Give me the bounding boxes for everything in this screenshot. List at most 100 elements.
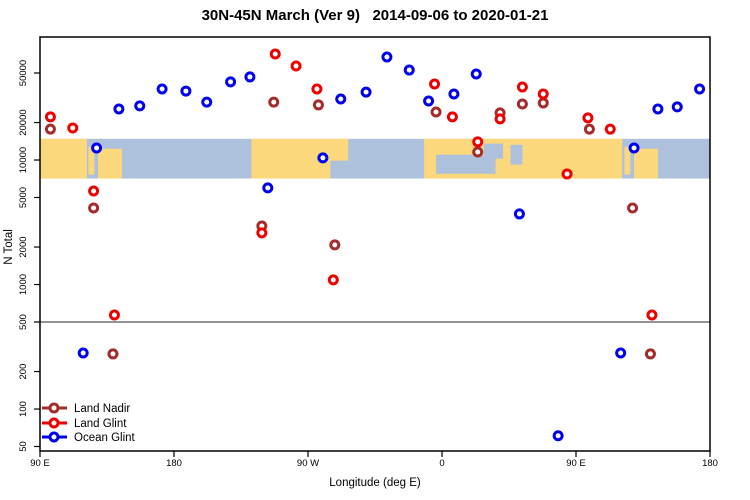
data-point-ocean-glint <box>628 142 640 154</box>
data-point-land-glint <box>67 122 79 134</box>
legend-label: Ocean Glint <box>74 432 136 444</box>
data-point-ocean-glint <box>134 100 146 112</box>
data-point-ocean-glint <box>77 347 89 359</box>
data-point-land-glint <box>429 78 441 90</box>
data-point-land-glint <box>516 81 528 93</box>
data-point-ocean-glint <box>513 208 525 220</box>
data-point-land-glint <box>327 274 339 286</box>
data-point-land-nadir <box>430 106 442 118</box>
x-tick-label: 90 W <box>297 458 319 469</box>
data-point-land-nadir <box>627 202 639 214</box>
data-point-ocean-glint <box>91 142 103 154</box>
data-point-land-glint <box>537 88 549 100</box>
y-tick-label: 200 <box>18 364 29 380</box>
map-land-segment <box>330 138 349 161</box>
page-title: 30N-45N March (Ver 9) 2014-09-06 to 2020… <box>202 7 549 24</box>
map-land-segment <box>88 146 95 175</box>
legend-label: Land Nadir <box>74 403 130 415</box>
axes-layer: 90 E 180 90 W 0 90 E 180 50 100 200 500 1000 2000 50… <box>18 36 718 469</box>
data-point-ocean-glint <box>552 430 564 442</box>
data-point-ocean-glint <box>381 51 393 63</box>
data-point-ocean-glint <box>156 83 168 95</box>
y-tick-label: 500 <box>18 314 29 330</box>
legend-marker-ring <box>48 431 60 443</box>
data-point-land-glint <box>582 112 594 124</box>
map-sea-patch <box>483 143 504 159</box>
data-point-ocean-glint <box>180 85 192 97</box>
map-sea-patch <box>510 144 523 165</box>
legend-item: Ocean Glint <box>42 431 136 444</box>
data-point-land-glint <box>494 113 506 125</box>
legend-item: Land Nadir <box>42 402 130 415</box>
data-point-ocean-glint <box>671 101 683 113</box>
data-point-land-glint <box>290 60 302 72</box>
data-point-land-glint <box>561 168 573 180</box>
data-point-land-glint <box>44 111 56 123</box>
y-tick-label: 50000 <box>18 60 29 86</box>
world-map-band <box>40 138 710 179</box>
data-point-land-glint <box>256 227 268 239</box>
x-tick-label: 180 <box>702 458 718 469</box>
data-point-land-glint <box>604 123 616 135</box>
data-point-ocean-glint <box>615 347 627 359</box>
x-tick-label: 90 E <box>30 458 50 469</box>
data-point-land-nadir <box>88 202 100 214</box>
x-axis-label: Longitude (deg E) <box>329 477 421 489</box>
data-point-land-nadir <box>583 123 595 135</box>
y-tick-label: 5000 <box>18 187 29 208</box>
data-point-ocean-glint <box>201 96 213 108</box>
data-point-land-nadir <box>312 99 324 111</box>
y-tick-label: 50 <box>18 441 29 452</box>
data-point-land-glint <box>446 111 458 123</box>
data-point-ocean-glint <box>403 64 415 76</box>
y-tick-label: 1000 <box>18 274 29 295</box>
map-land-segment <box>251 138 331 179</box>
legend-item: Land Glint <box>42 417 127 430</box>
x-tick-label: 180 <box>166 458 182 469</box>
y-tick-label: 10000 <box>18 147 29 173</box>
data-point-land-nadir <box>268 96 280 108</box>
data-point-ocean-glint <box>335 93 347 105</box>
data-points-layer <box>44 48 706 442</box>
x-tick-label: 0 <box>439 458 444 469</box>
data-point-land-nadir <box>107 348 119 360</box>
data-point-ocean-glint <box>652 103 664 115</box>
legend-label: Land Glint <box>74 418 127 430</box>
data-point-land-nadir <box>644 348 656 360</box>
data-point-ocean-glint <box>244 71 256 83</box>
data-point-land-glint <box>269 48 281 60</box>
data-point-ocean-glint <box>262 182 274 194</box>
data-point-ocean-glint <box>225 76 237 88</box>
data-point-land-glint <box>646 309 658 321</box>
data-point-land-glint <box>88 185 100 197</box>
map-sea-patch <box>436 154 496 174</box>
data-point-ocean-glint <box>470 68 482 80</box>
data-point-land-nadir <box>537 97 549 109</box>
legend-marker-ring <box>48 402 60 414</box>
legend-marker-ring <box>48 417 60 429</box>
y-axis-label: N Total <box>3 229 15 265</box>
plot-border <box>39 36 711 452</box>
data-point-land-nadir <box>44 123 56 135</box>
legend: Land Nadir Land Glint Ocean Glint <box>42 402 136 444</box>
data-point-land-glint <box>472 136 484 148</box>
map-land-segment <box>624 146 631 175</box>
data-point-ocean-glint <box>694 83 706 95</box>
data-point-land-glint <box>311 83 323 95</box>
map-land-segment <box>40 138 87 179</box>
x-tick-label: 90 E <box>566 458 586 469</box>
map-land-segment <box>634 148 658 179</box>
y-tick-label: 20000 <box>18 109 29 135</box>
data-point-land-nadir <box>329 239 341 251</box>
data-point-land-nadir <box>472 146 484 158</box>
data-point-land-glint <box>108 309 120 321</box>
y-tick-label: 100 <box>18 401 29 417</box>
data-point-ocean-glint <box>317 152 329 164</box>
data-point-ocean-glint <box>360 86 372 98</box>
data-point-ocean-glint <box>448 88 460 100</box>
map-land-segment <box>98 148 122 179</box>
data-point-ocean-glint <box>423 95 435 107</box>
data-point-land-nadir <box>516 98 528 110</box>
